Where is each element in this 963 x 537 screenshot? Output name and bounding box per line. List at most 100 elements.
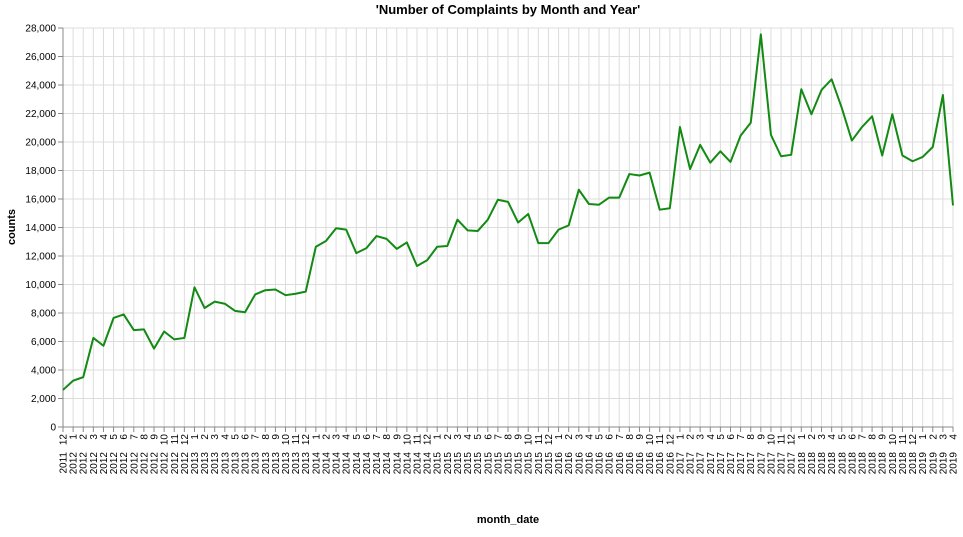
x-tick-label-month: 11 [291, 434, 302, 445]
x-tick-label-month: 11 [655, 434, 666, 445]
x-tick-label-year: 2019 [928, 452, 939, 475]
x-tick-label-year: 2016 [564, 452, 575, 475]
x-tick-label-year: 2017 [706, 452, 717, 475]
x-tick-label-month: 12 [787, 434, 798, 446]
x-tick-label-month: 4 [99, 434, 110, 440]
x-tick-label-month: 4 [463, 434, 474, 440]
x-tick-label-month: 9 [878, 434, 889, 440]
x-tick-label-year: 2015 [453, 452, 464, 475]
y-tick-label: 20,000 [25, 138, 56, 149]
x-tick-label-month: 6 [847, 434, 858, 440]
x-tick-label-year: 2018 [908, 452, 919, 475]
y-tick-label: 0 [50, 423, 56, 434]
x-tick-label-year: 2016 [655, 452, 666, 475]
y-tick-label: 6,000 [31, 337, 56, 348]
x-tick-label-month: 11 [898, 434, 909, 445]
x-tick-label-month: 11 [412, 434, 423, 445]
x-tick-label-month: 9 [635, 434, 646, 440]
x-tick-label-year: 2014 [332, 452, 343, 475]
x-tick-label-year: 2018 [878, 452, 889, 475]
x-tick-label-month: 7 [736, 434, 747, 440]
x-tick-label-month: 6 [605, 434, 616, 440]
x-tick-label-month: 11 [170, 434, 181, 445]
y-tick-label: 2,000 [31, 394, 56, 405]
x-tick-label-month: 12 [301, 434, 312, 446]
x-tick-label-year: 2014 [321, 452, 332, 475]
x-tick-label-year: 2012 [69, 452, 80, 475]
x-tick-label-year: 2015 [504, 452, 515, 475]
x-tick-label-month: 5 [230, 434, 241, 440]
x-tick-label-month: 7 [493, 434, 504, 440]
x-tick-label-month: 3 [574, 434, 585, 440]
x-tick-label-month: 9 [392, 434, 403, 440]
x-tick-label-month: 12 [544, 434, 555, 446]
x-tick-label-year: 2012 [170, 452, 181, 475]
x-tick-label-year: 2018 [868, 452, 879, 475]
x-tick-label-month: 5 [716, 434, 727, 440]
x-tick-label-year: 2016 [554, 452, 565, 475]
x-tick-label-year: 2014 [392, 452, 403, 475]
x-tick-label-month: 6 [362, 434, 373, 440]
x-tick-label-year: 2013 [200, 452, 211, 475]
x-tick-label-year: 2013 [230, 452, 241, 475]
x-tick-label-month: 6 [483, 434, 494, 440]
x-tick-label-year: 2017 [716, 452, 727, 475]
y-tick-label: 10,000 [25, 280, 56, 291]
x-tick-label-year: 2012 [160, 452, 171, 475]
x-tick-label-month: 4 [827, 434, 838, 440]
x-tick-label-year: 2017 [756, 452, 767, 475]
x-tick-label-year: 2017 [736, 452, 747, 475]
x-tick-label-year: 2016 [605, 452, 616, 475]
x-axis: 1220111201222012320124201252012620127201… [59, 426, 960, 475]
y-tick-label: 22,000 [25, 109, 56, 120]
x-tick-label-year: 2014 [342, 452, 353, 475]
x-tick-label-month: 7 [129, 434, 140, 440]
x-tick-label-month: 1 [675, 434, 686, 440]
x-tick-label-month: 1 [190, 434, 201, 440]
x-tick-label-year: 2015 [534, 452, 545, 475]
x-tick-label-month: 9 [514, 434, 525, 440]
x-tick-label-year: 2012 [150, 452, 161, 475]
x-tick-label-month: 2 [321, 434, 332, 440]
x-tick-label-month: 3 [453, 434, 464, 440]
x-tick-label-year: 2015 [433, 452, 444, 475]
y-tick-label: 26,000 [25, 52, 56, 63]
x-tick-label-month: 1 [433, 434, 444, 440]
x-gridlines [62, 28, 954, 427]
x-tick-label-month: 4 [706, 434, 717, 440]
x-tick-label-month: 12 [423, 434, 434, 446]
x-tick-label-month: 9 [756, 434, 767, 440]
x-tick-label-month: 3 [696, 434, 707, 440]
x-tick-label-month: 4 [220, 434, 231, 440]
x-tick-label-month: 5 [352, 434, 363, 440]
x-tick-label-month: 5 [109, 434, 120, 440]
x-tick-label-month: 3 [332, 434, 343, 440]
x-tick-label-month: 1 [69, 434, 80, 440]
x-tick-label-year: 2015 [514, 452, 525, 475]
x-tick-label-month: 4 [342, 434, 353, 440]
x-tick-label-year: 2016 [595, 452, 606, 475]
x-tick-label-year: 2017 [686, 452, 697, 475]
x-tick-label-month: 3 [89, 434, 100, 440]
x-tick-label-year: 2013 [220, 452, 231, 475]
x-tick-label-year: 2018 [797, 452, 808, 475]
x-tick-label-year: 2018 [817, 452, 828, 475]
x-tick-label-year: 2015 [493, 452, 504, 475]
x-tick-label-month: 2 [807, 434, 818, 440]
x-tick-label-year: 2015 [483, 452, 494, 475]
x-tick-label-year: 2017 [726, 452, 737, 475]
x-tick-label-month: 6 [241, 434, 252, 440]
x-tick-label-month: 10 [524, 434, 535, 446]
x-tick-label-year: 2014 [362, 452, 373, 475]
x-tick-label-year: 2015 [524, 452, 535, 475]
x-tick-label-year: 2014 [311, 452, 322, 475]
chart-title: 'Number of Complaints by Month and Year' [376, 2, 641, 17]
x-tick-label-year: 2016 [584, 452, 595, 475]
x-tick-label-year: 2013 [281, 452, 292, 475]
x-tick-label-year: 2016 [615, 452, 626, 475]
x-tick-label-year: 2017 [777, 452, 788, 475]
x-tick-label-month: 10 [645, 434, 656, 446]
x-tick-label-year: 2013 [301, 452, 312, 475]
